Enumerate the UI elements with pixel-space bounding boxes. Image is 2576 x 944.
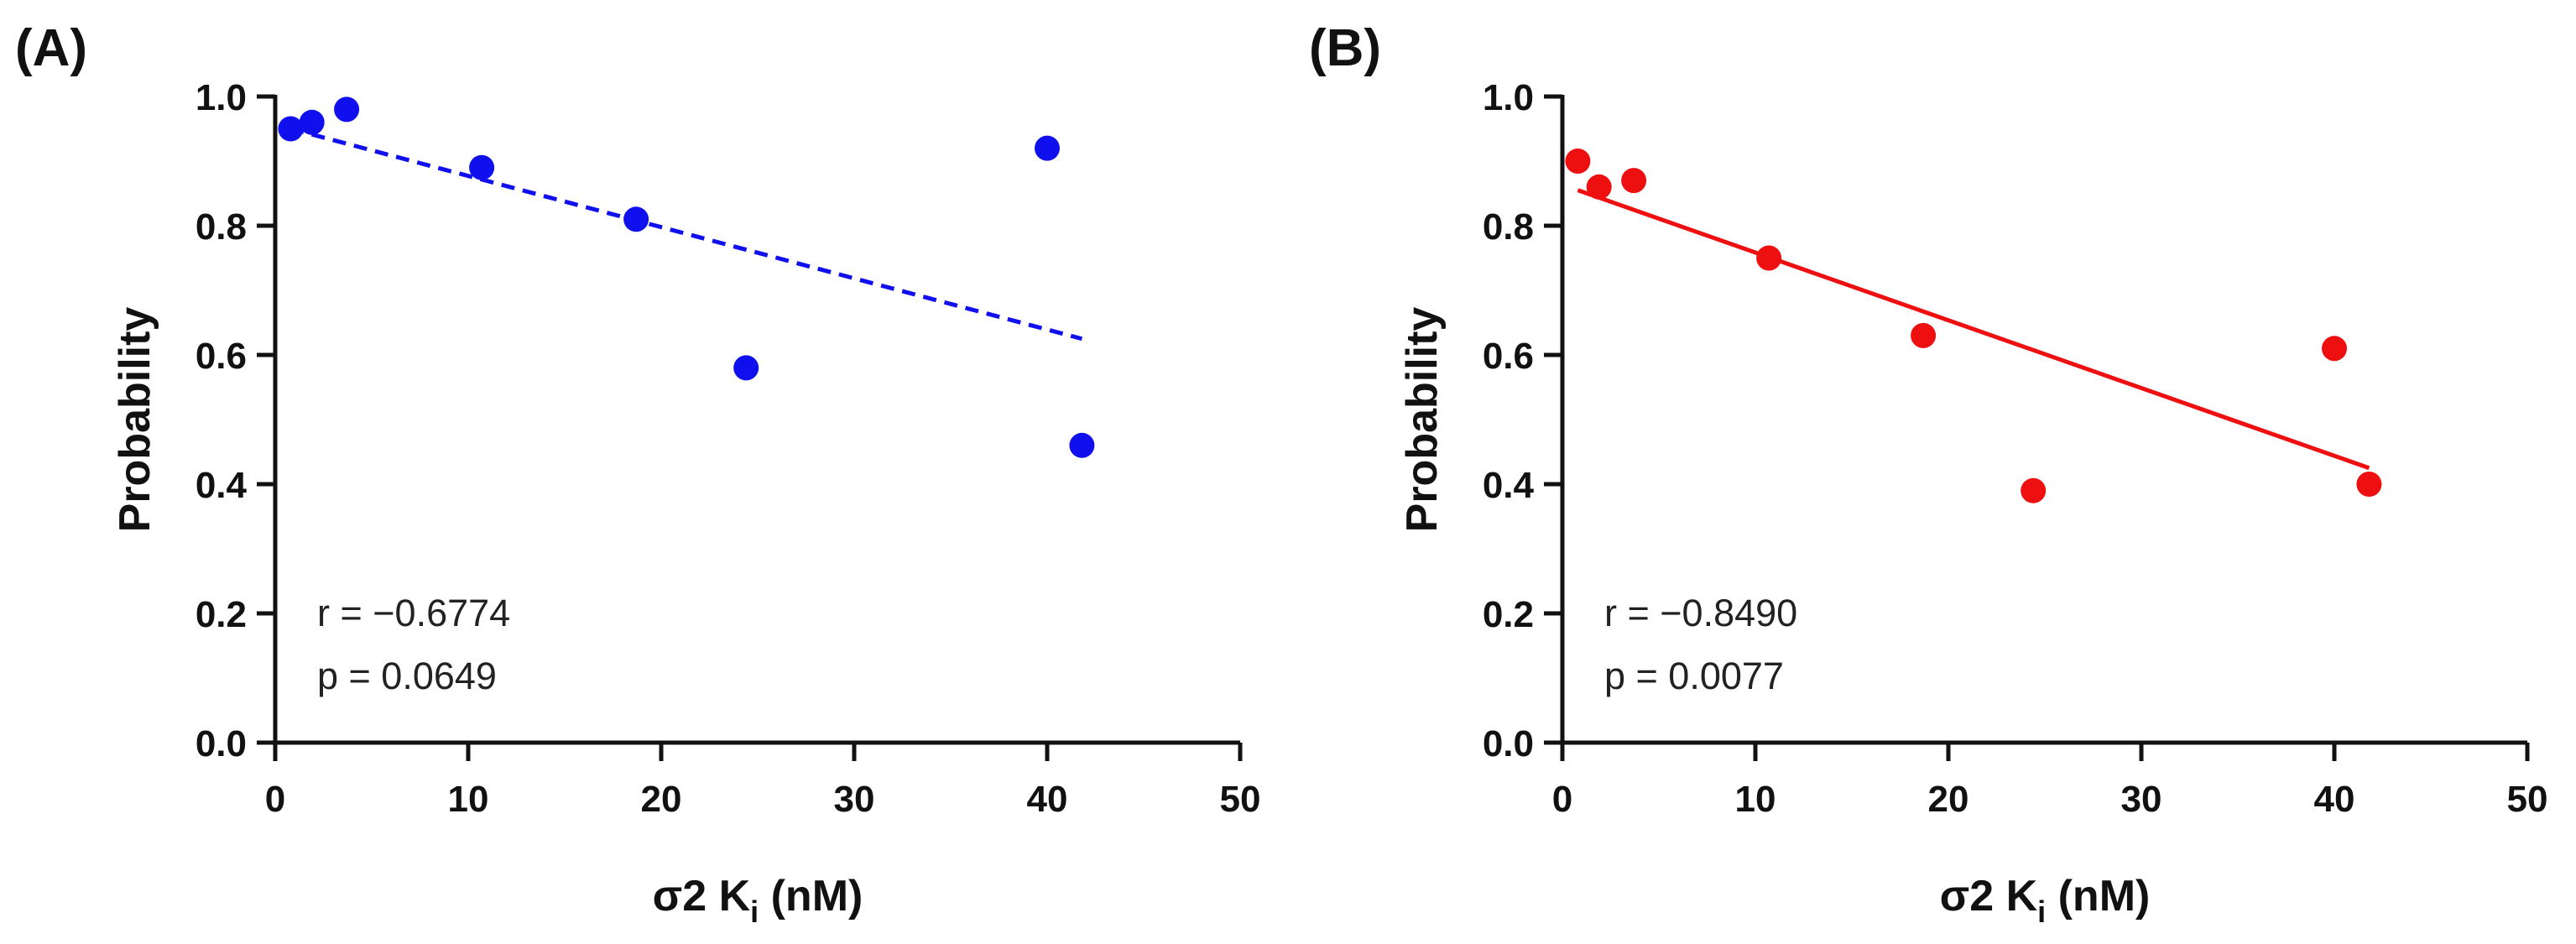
data-point	[469, 154, 495, 180]
y-tick-label: 0.2	[196, 594, 247, 635]
y-tick-label: 0.0	[196, 723, 247, 764]
regression-line-b	[1577, 188, 2370, 471]
data-point	[623, 206, 649, 232]
data-point	[733, 355, 759, 381]
x-tick-label: 0	[1552, 779, 1572, 820]
y-tick-label: 0.6	[196, 336, 247, 377]
x-tick-label: 10	[1735, 779, 1776, 820]
chart-panel-b: (B) 0.0 0.2 0.4 0.6 0.8 1.0 0 10 20 30 40 50 Probabil…	[1309, 19, 2547, 929]
p-value-label: p = 0.0077	[1604, 655, 1784, 697]
x-tick-label: 20	[1928, 779, 1969, 820]
r-value-label: r = −0.8490	[1604, 592, 1797, 634]
y-tick-label: 1.0	[196, 77, 247, 118]
data-point	[2021, 477, 2047, 503]
y-tick-label: 0.0	[1483, 723, 1534, 764]
y-tick-label: 0.8	[196, 206, 247, 248]
panel-label-a: (A)	[15, 19, 87, 77]
y-tick-label: 1.0	[1483, 77, 1534, 118]
data-point	[2356, 472, 2382, 497]
r-value-label: r = −0.6774	[317, 592, 510, 634]
data-point	[2322, 336, 2347, 362]
data-point	[1035, 135, 1060, 161]
chart-panel-a: (A) 0.0 0.2 0.4 0.6 0.8 1.0 0 10 20 30 40 50 Probabil…	[15, 19, 1260, 929]
x-axis-title: σ2 Ki (nM)	[1940, 872, 2151, 929]
y-tick-label: 0.4	[196, 465, 248, 506]
data-point	[1565, 149, 1591, 174]
x-tick-label: 50	[1220, 779, 1261, 820]
regression-line-a	[289, 127, 1083, 342]
panel-label-b: (B)	[1309, 19, 1381, 77]
p-value-label: p = 0.0649	[317, 655, 497, 697]
y-tick-label: 0.4	[1483, 465, 1535, 506]
data-point	[1586, 174, 1612, 200]
x-tick-label: 30	[834, 779, 875, 820]
data-point	[278, 116, 304, 142]
y-tick-label: 0.2	[1483, 594, 1534, 635]
x-axis-title: σ2 Ki (nM)	[653, 872, 863, 929]
data-point	[1621, 168, 1647, 194]
x-tick-label: 40	[1027, 779, 1068, 820]
data-point	[1069, 432, 1095, 458]
data-point	[299, 109, 325, 135]
y-tick-label: 0.6	[1483, 336, 1534, 377]
x-tick-label: 30	[2121, 779, 2162, 820]
x-tick-label: 50	[2507, 779, 2548, 820]
x-tick-label: 20	[641, 779, 682, 820]
y-axis-title: Probability	[111, 307, 159, 533]
data-point	[334, 96, 360, 123]
data-point	[1911, 322, 1937, 348]
y-tick-label: 0.8	[1483, 206, 1534, 248]
x-tick-label: 40	[2314, 779, 2355, 820]
x-tick-label: 0	[265, 779, 285, 820]
x-tick-label: 10	[448, 779, 489, 820]
data-point	[1756, 245, 1782, 271]
y-axis-title: Probability	[1398, 307, 1447, 533]
